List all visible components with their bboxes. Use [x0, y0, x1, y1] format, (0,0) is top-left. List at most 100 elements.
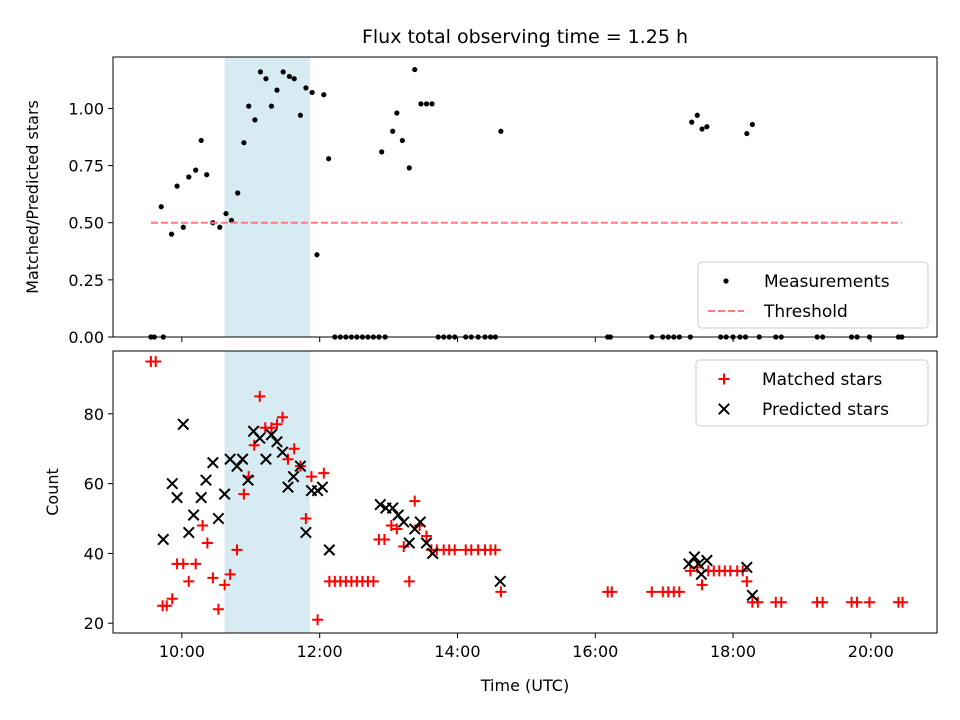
x-tick-label: 18:00: [710, 642, 756, 661]
data-point: [398, 540, 410, 552]
data-point: [177, 558, 189, 570]
x-tick-label: 20:00: [848, 642, 894, 661]
data-point: [242, 474, 254, 487]
data-point: [323, 544, 336, 556]
data-point: [683, 557, 695, 570]
top-panel: 0.00 0.25 0.50 0.75 1.00 Flux total observing…: [23, 26, 938, 347]
data-point: [314, 252, 320, 258]
data-point: [390, 128, 396, 134]
data-point: [646, 586, 658, 598]
data-point: [426, 547, 439, 560]
data-point: [863, 596, 875, 608]
data-point: [197, 520, 209, 532]
legend-label: Measurements: [764, 272, 890, 292]
data-point: [418, 101, 424, 107]
data-point: [300, 513, 312, 525]
data-point: [206, 456, 219, 469]
data-point: [248, 439, 260, 451]
data-point: [276, 411, 288, 423]
legend-swatch: [718, 373, 730, 385]
data-point: [699, 126, 705, 132]
data-point: [378, 533, 390, 545]
data-point: [212, 603, 224, 615]
data-point: [397, 516, 410, 528]
data-point: [253, 432, 266, 445]
y-axis-label: Matched/Predicted stars: [23, 100, 42, 294]
data-point: [276, 446, 289, 459]
data-point: [303, 85, 309, 91]
data-point: [190, 558, 202, 570]
data-point: [287, 470, 300, 483]
data-point: [224, 568, 236, 580]
data-point: [168, 231, 175, 237]
y-tick-label: 0.75: [68, 157, 104, 176]
x-tick-label: 16:00: [572, 642, 618, 661]
data-point: [297, 112, 303, 118]
data-point: [246, 103, 252, 109]
data-point: [166, 477, 179, 490]
data-point: [241, 140, 247, 146]
data-point: [174, 183, 180, 189]
data-point: [271, 435, 283, 448]
data-point: [166, 593, 178, 605]
data-point: [321, 92, 327, 98]
data-point: [183, 575, 195, 587]
data-point: [171, 491, 183, 504]
data-point: [695, 568, 708, 581]
data-point: [305, 471, 317, 483]
data-point: [606, 586, 618, 598]
data-point: [403, 537, 416, 549]
data-point: [414, 516, 427, 528]
data-point: [495, 586, 507, 598]
data-point: [265, 422, 277, 434]
data-point: [158, 204, 164, 210]
data-point: [282, 453, 294, 465]
data-point: [260, 453, 272, 466]
data-point: [408, 523, 421, 535]
y-axis-label: Count: [43, 468, 62, 516]
data-point: [268, 103, 275, 109]
axes-frame: [112, 350, 938, 634]
data-point: [744, 130, 750, 137]
data-point: [700, 554, 713, 567]
data-point: [198, 137, 204, 144]
data-point: [231, 460, 243, 473]
data-point: [294, 460, 307, 473]
bottom-panel: 20 40 60 80 10:00 12:00 14:00 16:00 18:00 20:00 Co…: [43, 350, 938, 695]
y-tick-label: 60: [84, 475, 104, 494]
y-tick-label: 40: [84, 544, 104, 563]
data-point: [180, 224, 186, 230]
data-point: [399, 137, 405, 144]
data-point: [274, 87, 280, 93]
data-point: [312, 614, 324, 626]
data-point: [704, 124, 710, 130]
data-point: [374, 498, 387, 511]
data-point: [186, 174, 192, 180]
data-point: [326, 156, 332, 162]
data-point: [263, 76, 269, 82]
data-point: [392, 509, 405, 521]
data-point: [219, 579, 231, 591]
data-point: [177, 418, 190, 431]
data-point: [385, 520, 397, 532]
data-point: [257, 69, 264, 75]
data-point: [391, 523, 403, 535]
highlight-span: [224, 351, 311, 633]
data-point: [161, 600, 173, 612]
data-point: [851, 596, 863, 608]
data-point: [217, 224, 223, 230]
data-point: [696, 579, 708, 591]
y-tick-label: 80: [84, 405, 104, 424]
data-point: [673, 586, 685, 598]
y-tick-label: 1.00: [68, 99, 104, 118]
data-point: [231, 544, 243, 556]
data-point: [692, 557, 705, 570]
data-point: [254, 390, 266, 402]
data-point: [394, 110, 400, 116]
data-point: [740, 561, 753, 574]
legend: Measurements Threshold: [697, 261, 929, 329]
data-point: [200, 474, 212, 487]
data-point: [429, 101, 435, 107]
data-point: [752, 596, 764, 608]
